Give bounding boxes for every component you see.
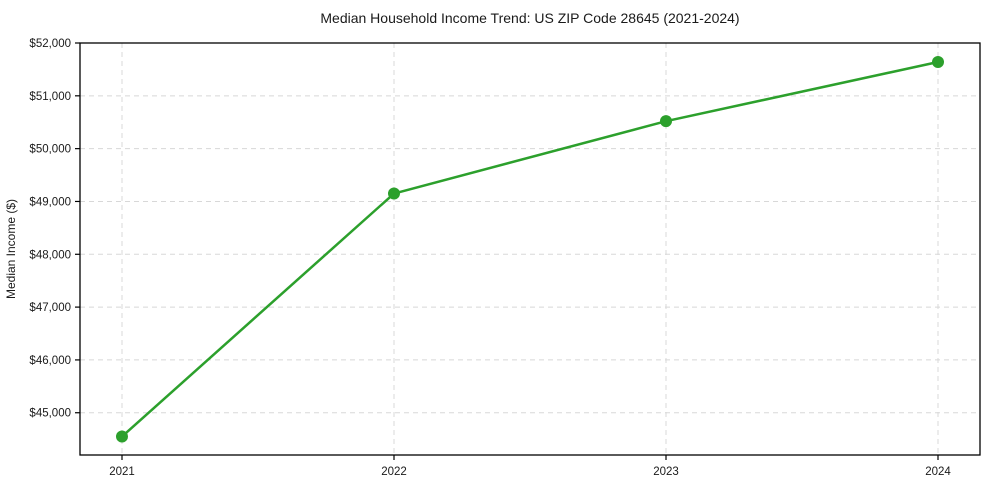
income-series — [116, 56, 944, 443]
plot-border — [79, 42, 981, 456]
y-tick-label: $46,000 — [29, 355, 71, 367]
y-tick-label: $47,000 — [29, 302, 71, 314]
trend-line — [120, 60, 940, 438]
y-tick-label: $45,000 — [29, 408, 71, 420]
x-tick-label: 2021 — [109, 466, 135, 478]
chart-title: Median Household Income Trend: US ZIP Co… — [320, 10, 739, 26]
y-tick-label: $48,000 — [29, 249, 71, 261]
y-tick-label: $50,000 — [29, 144, 71, 156]
y-axis-label: Median Income ($) — [4, 199, 18, 299]
y-tick-label: $51,000 — [29, 91, 71, 103]
tick-labels: $45,000 $46,000 $47,000 $48,000 $49,000 $50,0… — [29, 38, 951, 478]
y-tick-label: $52,000 — [29, 38, 71, 50]
data-point — [116, 430, 128, 443]
x-tick-label: 2023 — [653, 466, 679, 478]
grid-lines — [80, 42, 980, 455]
data-point — [388, 187, 400, 200]
axis-ticks — [75, 42, 939, 460]
data-point — [660, 115, 672, 128]
y-tick-label: $49,000 — [29, 196, 71, 208]
x-tick-label: 2024 — [925, 466, 951, 478]
data-point — [932, 56, 944, 69]
x-tick-label: 2022 — [381, 466, 407, 478]
